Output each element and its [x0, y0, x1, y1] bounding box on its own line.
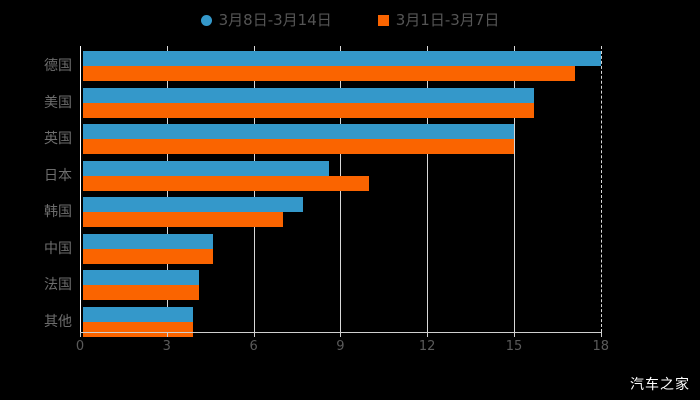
legend-entry[interactable]: 3月8日-3月14日	[200, 10, 332, 29]
x-tick-label: 12	[418, 339, 436, 354]
x-tick-label: 3	[162, 339, 171, 354]
y-axis-line	[80, 46, 81, 332]
x-tick-label: 6	[249, 339, 258, 354]
bar[interactable]	[83, 197, 303, 212]
gridline	[600, 46, 602, 332]
x-tick-mark	[80, 332, 81, 337]
x-axis: 0 3 6 9 12 15 18	[76, 332, 609, 353]
bar[interactable]	[83, 233, 214, 249]
legend-entry[interactable]: 3月1日-3月7日	[377, 10, 500, 29]
category-label: 韩国	[44, 204, 72, 220]
legend-label: 3月8日-3月14日	[218, 10, 332, 29]
bar[interactable]	[83, 87, 535, 103]
bar[interactable]	[83, 212, 283, 227]
legend-circle-icon	[200, 14, 212, 26]
x-tick-mark	[340, 332, 342, 337]
category-label: 法国	[44, 277, 72, 293]
bar[interactable]	[83, 139, 515, 154]
bar[interactable]	[83, 306, 193, 322]
bar[interactable]	[83, 248, 214, 264]
category-axis-labels: 德国美国英国日本韩国中国法国其他	[0, 46, 72, 332]
x-tick-mark	[166, 332, 168, 337]
category-label: 中国	[44, 240, 72, 257]
gridline	[427, 46, 429, 332]
x-tick-mark	[514, 332, 515, 337]
bar[interactable]	[83, 321, 193, 337]
x-tick-mark	[427, 332, 429, 337]
bar[interactable]	[83, 175, 370, 191]
bar[interactable]	[83, 124, 515, 139]
category-label: 日本	[44, 167, 72, 184]
gridline	[514, 46, 515, 332]
category-label: 其他	[44, 313, 72, 330]
x-tick-mark	[253, 332, 255, 337]
chart-legend: 3月8日-3月14日 3月1日-3月7日	[0, 8, 700, 32]
x-tick-label: 0	[75, 339, 85, 354]
category-label: 德国	[44, 58, 72, 74]
legend-square-icon	[377, 14, 389, 26]
legend-label: 3月1日-3月7日	[395, 10, 500, 29]
x-tick-label: 18	[592, 339, 610, 354]
bar[interactable]	[83, 285, 199, 300]
bar[interactable]	[83, 51, 601, 66]
watermark: 汽车之家	[630, 377, 690, 393]
bar[interactable]	[83, 102, 535, 118]
x-tick-label: 9	[336, 339, 345, 354]
x-tick-mark	[600, 332, 602, 337]
bar[interactable]	[83, 270, 199, 285]
plot-area	[80, 46, 602, 337]
category-label: 美国	[44, 94, 72, 111]
bar[interactable]	[83, 66, 575, 81]
bar[interactable]	[83, 160, 329, 176]
category-label: 英国	[44, 131, 72, 147]
x-tick-label: 15	[505, 339, 523, 354]
